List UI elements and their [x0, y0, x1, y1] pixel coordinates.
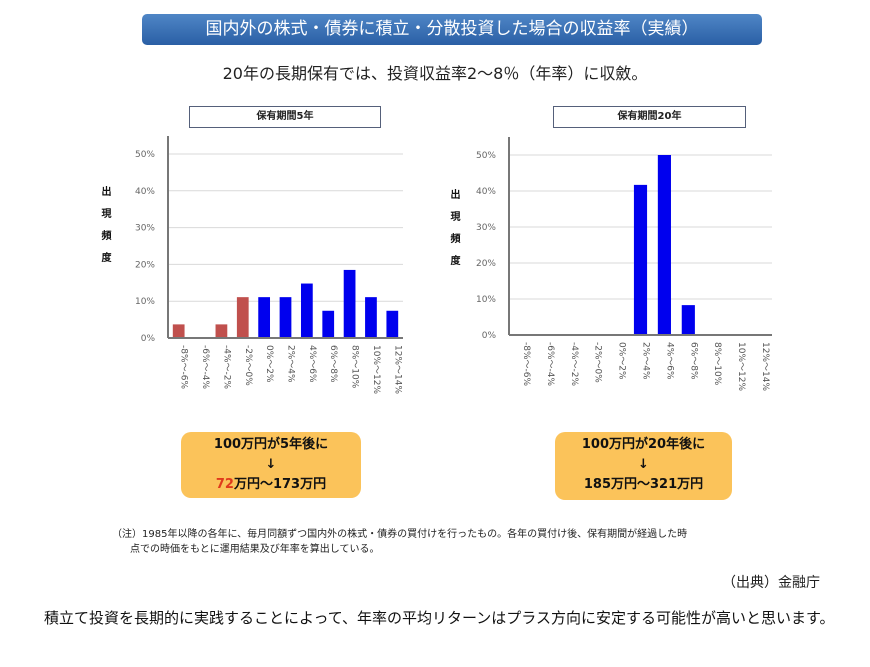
y-tick-label: 10%: [476, 295, 496, 305]
result-rest: 万円～173万円: [233, 477, 327, 492]
y-tick-label: 40%: [476, 187, 496, 197]
chart-5y-title: 保有期間5年: [189, 106, 381, 128]
result-box-5y: 100万円が5年後に ↓ 72万円～173万円: [181, 432, 361, 498]
y-tick-label: 0%: [141, 334, 156, 344]
y-tick-label: 20%: [135, 260, 155, 270]
x-tick-label: 8%～10%: [712, 342, 722, 386]
x-tick-label: 8%～10%: [350, 345, 360, 389]
down-arrow-icon: ↓: [265, 457, 277, 472]
bar: [300, 283, 313, 338]
x-tick-label: 10%～12%: [371, 345, 381, 394]
x-tick-label: -6%～-4%: [200, 345, 210, 389]
result-line1: 100万円が20年後に: [581, 437, 706, 452]
bar: [633, 184, 648, 335]
y-tick-label: 20%: [476, 259, 496, 269]
x-tick-label: 2%～4%: [286, 345, 296, 383]
x-tick-label: 4%～6%: [664, 342, 674, 380]
y-tick-label: 50%: [476, 151, 496, 161]
y-tick-label: 30%: [135, 224, 155, 234]
down-arrow-icon: ↓: [638, 457, 649, 472]
y-tick-label: 0%: [482, 331, 497, 341]
y-tick-label: 30%: [476, 223, 496, 233]
x-tick-label: 10%～12%: [736, 342, 746, 391]
bar: [365, 297, 377, 338]
x-tick-label: -6%～-4%: [545, 342, 555, 386]
bar: [681, 305, 695, 335]
footnote-line2: 点での時価をもとに運用結果及び年率を算出している。: [130, 544, 380, 555]
result-low: 72: [215, 477, 234, 492]
bar: [657, 155, 671, 335]
x-tick-label: -2%～0%: [243, 345, 253, 386]
bar: [236, 297, 249, 338]
result-range: 185万円～321万円: [555, 475, 732, 495]
footnote: （注）1985年以降の各年に、毎月同額ずつ国内外の株式・債券の買付けを行ったもの…: [112, 527, 802, 557]
x-tick-label: 6%～8%: [688, 342, 698, 380]
bar: [215, 324, 228, 338]
x-tick-label: -8%～-6%: [179, 345, 189, 389]
result-box-20y: 100万円が20年後に ↓ 185万円～321万円: [555, 432, 732, 500]
bar: [279, 297, 292, 338]
result-low: 185: [583, 477, 611, 492]
x-tick-label: -8%～-6%: [521, 342, 531, 386]
x-tick-label: -4%～-2%: [221, 345, 231, 389]
commentary: 積立て投資を長期的に実践することによって、年率の平均リターンはプラス方向に安定す…: [44, 609, 835, 627]
chart-5y-ylabel: 出現頻度: [99, 186, 110, 274]
result-line1: 100万円が5年後に: [213, 437, 329, 452]
x-tick-label: 0%～2%: [617, 342, 627, 380]
x-tick-label: 0%～2%: [264, 345, 274, 383]
bar: [172, 324, 185, 338]
x-tick-label: -4%～-2%: [569, 342, 579, 386]
bar: [258, 297, 271, 338]
slide-title: 国内外の株式・債券に積立・分散投資した場合の収益率（実績）: [142, 14, 762, 45]
x-tick-label: 12%～14%: [392, 345, 402, 394]
x-tick-label: 12%～14%: [760, 342, 770, 391]
x-tick-label: 4%～6%: [307, 345, 317, 383]
x-tick-label: 2%～4%: [641, 342, 651, 380]
footnote-line1: （注）1985年以降の各年に、毎月同額ずつ国内外の株式・債券の買付けを行ったもの…: [112, 529, 688, 540]
source: （出典）金融庁: [722, 575, 820, 591]
chart-20y-title: 保有期間20年: [553, 106, 746, 128]
x-tick-label: 6%～8%: [328, 345, 338, 383]
bar: [343, 269, 356, 338]
result-rest: 万円～321万円: [611, 477, 704, 492]
y-tick-label: 50%: [135, 150, 155, 160]
y-tick-label: 40%: [135, 187, 155, 197]
x-tick-label: -2%～0%: [593, 342, 603, 383]
result-range: 72万円～173万円: [181, 475, 361, 495]
bar: [386, 310, 399, 338]
bar: [322, 310, 335, 338]
chart-20y-ylabel: 出現頻度: [448, 189, 459, 277]
y-tick-label: 10%: [135, 297, 155, 307]
subtitle: 20年の長期保有では、投資収益率2～8％（年率）に収斂。: [222, 64, 648, 83]
